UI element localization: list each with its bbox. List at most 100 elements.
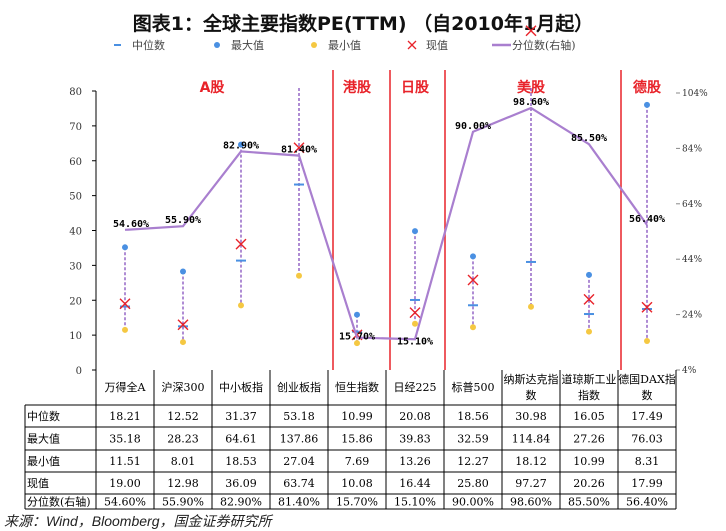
group-label: 德股: [633, 79, 662, 96]
max-point: [354, 311, 360, 318]
table-cell: 55.90%: [162, 496, 204, 509]
table-cell: 76.03: [631, 433, 663, 446]
table-header-cell: 万得全A: [105, 380, 147, 394]
table-cell: 10.99: [573, 455, 605, 468]
y-tick-label: 10: [69, 331, 82, 342]
percentile-label: 82.90%: [223, 140, 259, 151]
table-cell: 8.01: [171, 455, 196, 468]
table-row-label: 中位数: [27, 409, 60, 423]
table-cell: 137.86: [280, 433, 319, 446]
min-point: [528, 303, 534, 310]
current-mark: [525, 25, 537, 37]
current-mark: [409, 307, 421, 319]
y-tick-label: 60: [69, 157, 82, 168]
table-cell: 8.31: [635, 455, 660, 468]
y-tick-label: 20: [69, 296, 82, 307]
table-row-label: 现值: [27, 477, 49, 490]
y-tick-label: 40: [69, 227, 82, 238]
y-tick-label: 80: [69, 87, 82, 98]
table-cell: 25.80: [457, 477, 489, 490]
max-point: [470, 253, 476, 260]
legend-dot-icon: [214, 42, 220, 48]
group-label: 日股: [401, 80, 430, 96]
table-header-cell: 道琼斯工业: [562, 372, 617, 386]
y-tick-label: 50: [69, 192, 82, 203]
y-tick-label: 0: [76, 366, 82, 377]
table-cell: 10.08: [341, 477, 373, 490]
source-note: 来源：Wind，Bloomberg，国金证券研究所: [4, 513, 272, 529]
table-cell: 12.27: [457, 455, 489, 468]
table-cell: 35.18: [109, 433, 141, 446]
current-mark: [177, 319, 189, 331]
chart-title: 图表1：全球主要指数PE(TTM) （自2010年1月起）: [132, 13, 594, 35]
table-cell: 98.60%: [510, 496, 552, 509]
table-cell: 16.44: [399, 477, 431, 490]
table-cell: 18.56: [457, 410, 489, 423]
y-tick-label: 30: [69, 261, 82, 272]
table-cell: 82.90%: [220, 496, 262, 509]
max-point: [644, 101, 650, 108]
percentile-label: 90.00%: [455, 121, 491, 132]
percentile-label: 56.40%: [629, 214, 665, 225]
table-header-cell: 标普500: [452, 380, 495, 394]
y2-tick-label: 104%: [682, 89, 708, 99]
y2-tick-label: 4%: [682, 366, 697, 376]
table-row-label: 最大值: [27, 432, 60, 446]
table-header-cell: 创业板指: [277, 380, 321, 394]
legend-label: 中位数: [132, 38, 165, 52]
table-cell: 16.05: [573, 410, 605, 423]
percentile-label: 15.10%: [397, 336, 433, 347]
legend-dot-icon: [311, 42, 317, 48]
table-cell: 36.09: [225, 477, 257, 490]
legend-label: 现值: [426, 39, 448, 52]
table-cell: 18.12: [515, 455, 547, 468]
table-cell: 15.10%: [394, 496, 436, 509]
legend-label: 分位数(右轴): [512, 38, 576, 52]
legend-label: 最小值: [328, 39, 361, 52]
table-cell: 56.40%: [626, 496, 668, 509]
max-point: [180, 268, 186, 275]
table-cell: 17.99: [631, 477, 663, 490]
table-row-label: 分位数(右轴): [27, 495, 91, 509]
table-cell: 20.08: [399, 410, 431, 423]
table-cell: 18.21: [109, 410, 141, 423]
percentile-label: 55.90%: [165, 215, 201, 226]
table-cell: 30.98: [515, 410, 547, 423]
y-tick-label: 70: [69, 122, 82, 133]
table-cell: 63.74: [283, 477, 315, 490]
min-point: [412, 320, 418, 327]
table-header-cell: 德国DAX指: [618, 372, 676, 386]
percentile-line: [124, 106, 648, 341]
min-point: [238, 302, 244, 309]
table-header-cell: 数: [642, 389, 653, 402]
table-cell: 28.23: [167, 433, 199, 446]
table-cell: 114.84: [512, 433, 551, 446]
table-cell: 27.26: [573, 433, 605, 446]
table-cell: 53.18: [283, 410, 315, 423]
min-point: [586, 328, 592, 335]
max-point: [586, 271, 592, 278]
table-cell: 64.61: [225, 433, 257, 446]
table-cell: 97.27: [515, 477, 547, 490]
table-header-cell: 指数: [578, 388, 600, 402]
table-header-cell: 中小板指: [219, 380, 263, 394]
table-cell: 19.00: [109, 477, 141, 490]
current-mark: [467, 274, 479, 286]
min-point: [470, 324, 476, 331]
group-label: 港股: [343, 79, 372, 96]
table-cell: 12.98: [167, 477, 199, 490]
current-mark: [583, 293, 595, 305]
y2-tick-label: 84%: [682, 144, 702, 154]
min-point: [296, 272, 302, 279]
percentile-label: 15.70%: [339, 332, 375, 343]
table-cell: 81.40%: [278, 496, 320, 509]
legend-x-icon: [407, 40, 417, 50]
legend-label: 最大值: [231, 38, 264, 52]
table-row-label: 最小值: [27, 455, 60, 468]
current-mark: [641, 301, 653, 313]
table-header-cell: 恒生指数: [335, 380, 379, 394]
current-mark: [119, 298, 131, 310]
group-label: A股: [200, 80, 226, 96]
table-cell: 32.59: [457, 433, 489, 446]
